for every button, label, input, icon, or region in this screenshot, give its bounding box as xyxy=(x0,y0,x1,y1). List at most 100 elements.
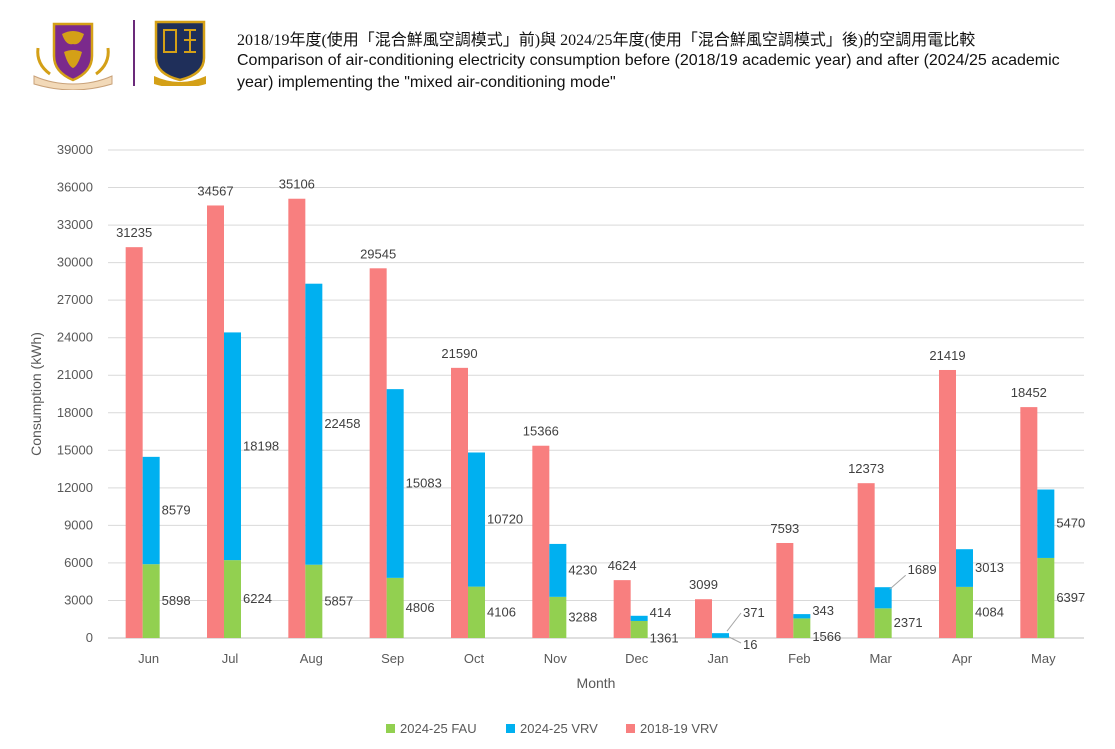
x-axis-label: Month xyxy=(577,675,616,691)
data-label-2018-19-vrv: 3099 xyxy=(689,577,718,592)
y-tick-label: 6000 xyxy=(64,555,93,570)
y-tick-label: 24000 xyxy=(57,330,93,345)
bar-2024-25-fau xyxy=(793,618,811,638)
data-label-2024-25-vrv: 15083 xyxy=(406,475,442,490)
y-tick-label: 0 xyxy=(86,630,93,645)
legend-swatch xyxy=(386,724,395,733)
leader-line xyxy=(889,574,906,590)
x-tick-label: Mar xyxy=(869,651,892,666)
y-tick-label: 9000 xyxy=(64,517,93,532)
bar-2018-19-vrv xyxy=(776,542,794,638)
bar-2024-25-fau xyxy=(468,586,485,638)
bar-2018-19-vrv xyxy=(288,198,306,638)
data-label-2018-19-vrv: 21419 xyxy=(929,348,965,363)
y-axis-label: Consumption (kWh) xyxy=(28,332,44,456)
header: 2018/19年度(使用「混合鮮風空調模式」前)與 2024/25年度(使用「混… xyxy=(0,0,1115,110)
y-axis-ticks: 0 3000 6000 9000 12000 15000 18000 21000 24000 27… xyxy=(57,142,93,645)
legend-label: 2018-19 VRV xyxy=(640,721,718,736)
bar-2024-25-vrv xyxy=(630,615,648,621)
bar-2018-19-vrv xyxy=(857,483,875,638)
x-tick-label: May xyxy=(1031,651,1056,666)
data-label-2018-19-vrv: 15366 xyxy=(523,424,559,439)
data-label-2024-25-fau: 4084 xyxy=(975,604,1004,619)
bar-2024-25-fau xyxy=(386,577,404,638)
data-label-2024-25-vrv: 8579 xyxy=(162,503,191,518)
x-tick-label: Jan xyxy=(708,651,729,666)
data-label-2024-25-fau: 1566 xyxy=(812,629,841,644)
y-tick-label: 21000 xyxy=(57,367,93,382)
legend: 2024-25 FAU 2024-25 VRV 2018-19 VRV xyxy=(386,721,718,736)
data-labels: 31235 8579 5898 34567 18198 6224 35106 22458 585… xyxy=(116,177,1085,652)
x-tick-label: Sep xyxy=(381,651,404,666)
x-tick-label: Dec xyxy=(625,651,649,666)
bar-2018-19-vrv xyxy=(1020,407,1038,638)
data-label-2024-25-fau: 2371 xyxy=(894,615,923,630)
bar-2018-19-vrv xyxy=(939,369,956,638)
x-tick-label: Jun xyxy=(138,651,159,666)
y-tick-label: 15000 xyxy=(57,442,93,457)
y-tick-label: 39000 xyxy=(57,142,93,157)
x-tick-label: Nov xyxy=(544,651,568,666)
chart-title-chinese: 2018/19年度(使用「混合鮮風空調模式」前)與 2024/25年度(使用「混… xyxy=(237,32,976,49)
bar-2024-25-vrv xyxy=(874,587,892,609)
data-label-2024-25-vrv: 5470 xyxy=(1056,516,1085,531)
bar-2024-25-vrv xyxy=(305,283,323,565)
bar-2024-25-vrv xyxy=(142,456,160,565)
legend-swatch xyxy=(626,724,635,733)
bars xyxy=(125,198,1055,638)
x-tick-label: Jul xyxy=(222,651,239,666)
bar-2018-19-vrv xyxy=(695,599,712,638)
bar-chart: 0 3000 6000 9000 12000 15000 18000 21000 24000 27… xyxy=(28,142,1085,736)
bar-2018-19-vrv xyxy=(613,580,631,638)
y-tick-label: 3000 xyxy=(64,592,93,607)
data-label-2024-25-fau: 4106 xyxy=(487,604,516,619)
data-label-2024-25-fau: 3288 xyxy=(568,609,597,624)
data-label-2024-25-vrv: 414 xyxy=(650,605,672,620)
bar-2024-25-fau xyxy=(224,560,241,638)
data-label-2024-25-fau: 6224 xyxy=(243,591,272,606)
y-tick-label: 30000 xyxy=(57,255,93,270)
x-tick-label: Feb xyxy=(788,651,810,666)
data-label-2024-25-vrv: 3013 xyxy=(975,560,1004,575)
data-label-2024-25-vrv: 18198 xyxy=(243,438,279,453)
x-tick-label: Aug xyxy=(300,651,323,666)
data-label-2018-19-vrv: 21590 xyxy=(441,346,477,361)
data-label-2024-25-vrv: 10720 xyxy=(487,512,523,527)
x-tick-label: Oct xyxy=(464,651,485,666)
x-tick-label: Apr xyxy=(952,651,973,666)
data-label-2018-19-vrv: 4624 xyxy=(608,558,637,573)
logo-divider xyxy=(133,20,135,86)
y-tick-label: 18000 xyxy=(57,405,93,420)
legend-swatch xyxy=(506,724,515,733)
bar-2024-25-fau xyxy=(1037,557,1055,638)
data-label-2024-25-fau: 1361 xyxy=(650,630,679,645)
bar-2024-25-fau xyxy=(956,586,973,638)
bar-2024-25-vrv xyxy=(712,633,729,638)
leader-line xyxy=(728,636,742,644)
data-label-2024-25-vrv: 4230 xyxy=(568,562,597,577)
data-label-2018-19-vrv: 34567 xyxy=(197,183,233,198)
data-label-2024-25-fau: 16 xyxy=(743,637,757,652)
bar-2024-25-fau xyxy=(630,620,648,638)
bar-2018-19-vrv xyxy=(125,247,143,638)
grid-lines xyxy=(108,149,1084,639)
data-label-2024-25-vrv: 343 xyxy=(812,603,834,618)
y-tick-label: 12000 xyxy=(57,480,93,495)
university-crest-logo xyxy=(33,22,113,90)
data-label-2018-19-vrv: 7593 xyxy=(770,521,799,536)
data-label-2018-19-vrv: 31235 xyxy=(116,225,152,240)
chart-title-english: Comparison of air-conditioning electrici… xyxy=(237,52,1060,91)
bar-2024-25-vrv xyxy=(549,543,567,597)
data-label-2024-25-vrv: 371 xyxy=(743,605,765,620)
data-label-2018-19-vrv: 12373 xyxy=(848,461,884,476)
bar-2024-25-fau xyxy=(305,564,323,638)
data-label-2024-25-vrv: 1689 xyxy=(908,562,937,577)
bar-2018-19-vrv xyxy=(532,445,550,638)
bar-2018-19-vrv xyxy=(369,268,387,638)
y-tick-label: 33000 xyxy=(57,217,93,232)
bar-2024-25-vrv xyxy=(1037,489,1055,558)
bar-2018-19-vrv xyxy=(451,367,468,638)
y-tick-label: 27000 xyxy=(57,292,93,307)
bar-2024-25-fau xyxy=(142,564,160,638)
leader-line xyxy=(726,612,742,632)
